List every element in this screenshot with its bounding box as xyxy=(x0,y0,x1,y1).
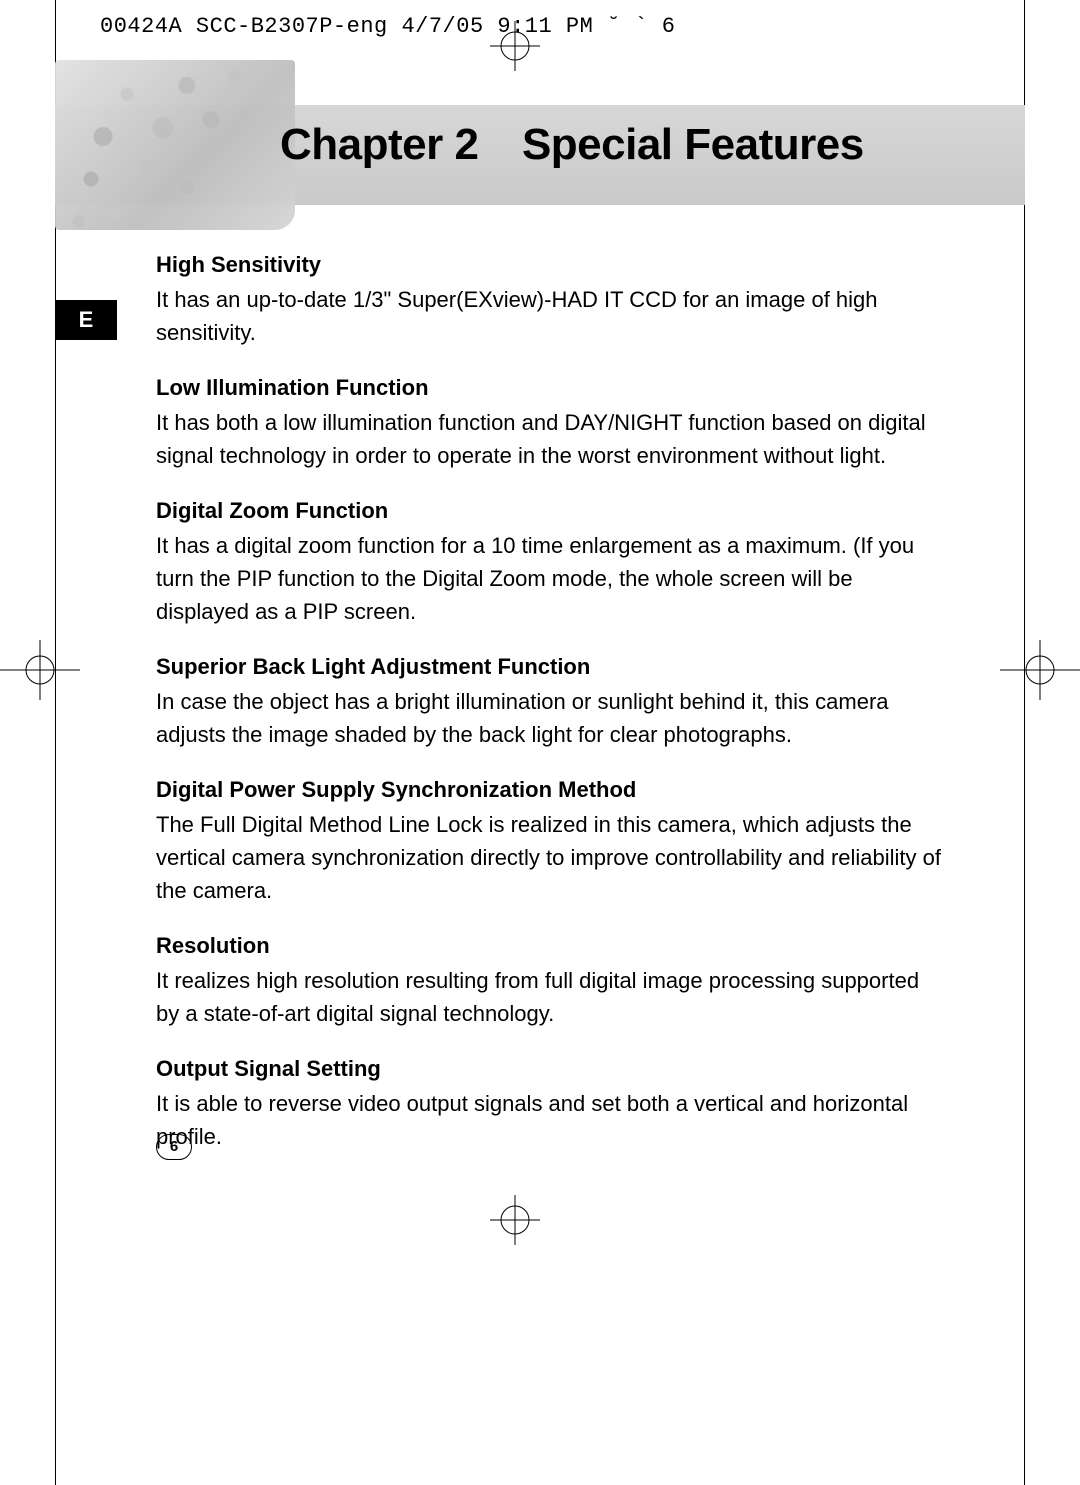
feature-section: Digital Power Supply Synchronization Met… xyxy=(156,773,946,907)
section-title: High Sensitivity xyxy=(156,248,946,281)
decorative-bubbles xyxy=(55,60,295,230)
language-tab: E xyxy=(55,300,117,340)
feature-section: Low Illumination Function It has both a … xyxy=(156,371,946,472)
section-title: Output Signal Setting xyxy=(156,1052,946,1085)
section-body: It is able to reverse video output signa… xyxy=(156,1087,946,1153)
registration-mark-icon xyxy=(490,21,540,76)
feature-section: High Sensitivity It has an up-to-date 1/… xyxy=(156,248,946,349)
section-title: Digital Power Supply Synchronization Met… xyxy=(156,773,946,806)
section-title: Low Illumination Function xyxy=(156,371,946,404)
print-header-slug: 00424A SCC-B2307P-eng 4/7/05 9:11 PM ˘ `… xyxy=(100,14,676,39)
section-body: The Full Digital Method Line Lock is rea… xyxy=(156,808,946,907)
registration-mark-icon xyxy=(0,640,80,705)
section-title: Superior Back Light Adjustment Function xyxy=(156,650,946,683)
section-title: Digital Zoom Function xyxy=(156,494,946,527)
section-body: It has a digital zoom function for a 10 … xyxy=(156,529,946,628)
feature-section: Resolution It realizes high resolution r… xyxy=(156,929,946,1030)
section-body: It has an up-to-date 1/3" Super(EXview)-… xyxy=(156,283,946,349)
content-area: High Sensitivity It has an up-to-date 1/… xyxy=(156,248,946,1175)
page-number: 6 xyxy=(156,1134,192,1160)
section-body: In case the object has a bright illumina… xyxy=(156,685,946,751)
registration-mark-icon xyxy=(1000,640,1080,705)
section-body: It has both a low illumination function … xyxy=(156,406,946,472)
feature-section: Digital Zoom Function It has a digital z… xyxy=(156,494,946,628)
section-body: It realizes high resolution resulting fr… xyxy=(156,964,946,1030)
feature-section: Output Signal Setting It is able to reve… xyxy=(156,1052,946,1153)
chapter-title: Chapter 2 Special Features xyxy=(280,120,864,170)
feature-section: Superior Back Light Adjustment Function … xyxy=(156,650,946,751)
registration-mark-icon xyxy=(490,1195,540,1250)
section-title: Resolution xyxy=(156,929,946,962)
